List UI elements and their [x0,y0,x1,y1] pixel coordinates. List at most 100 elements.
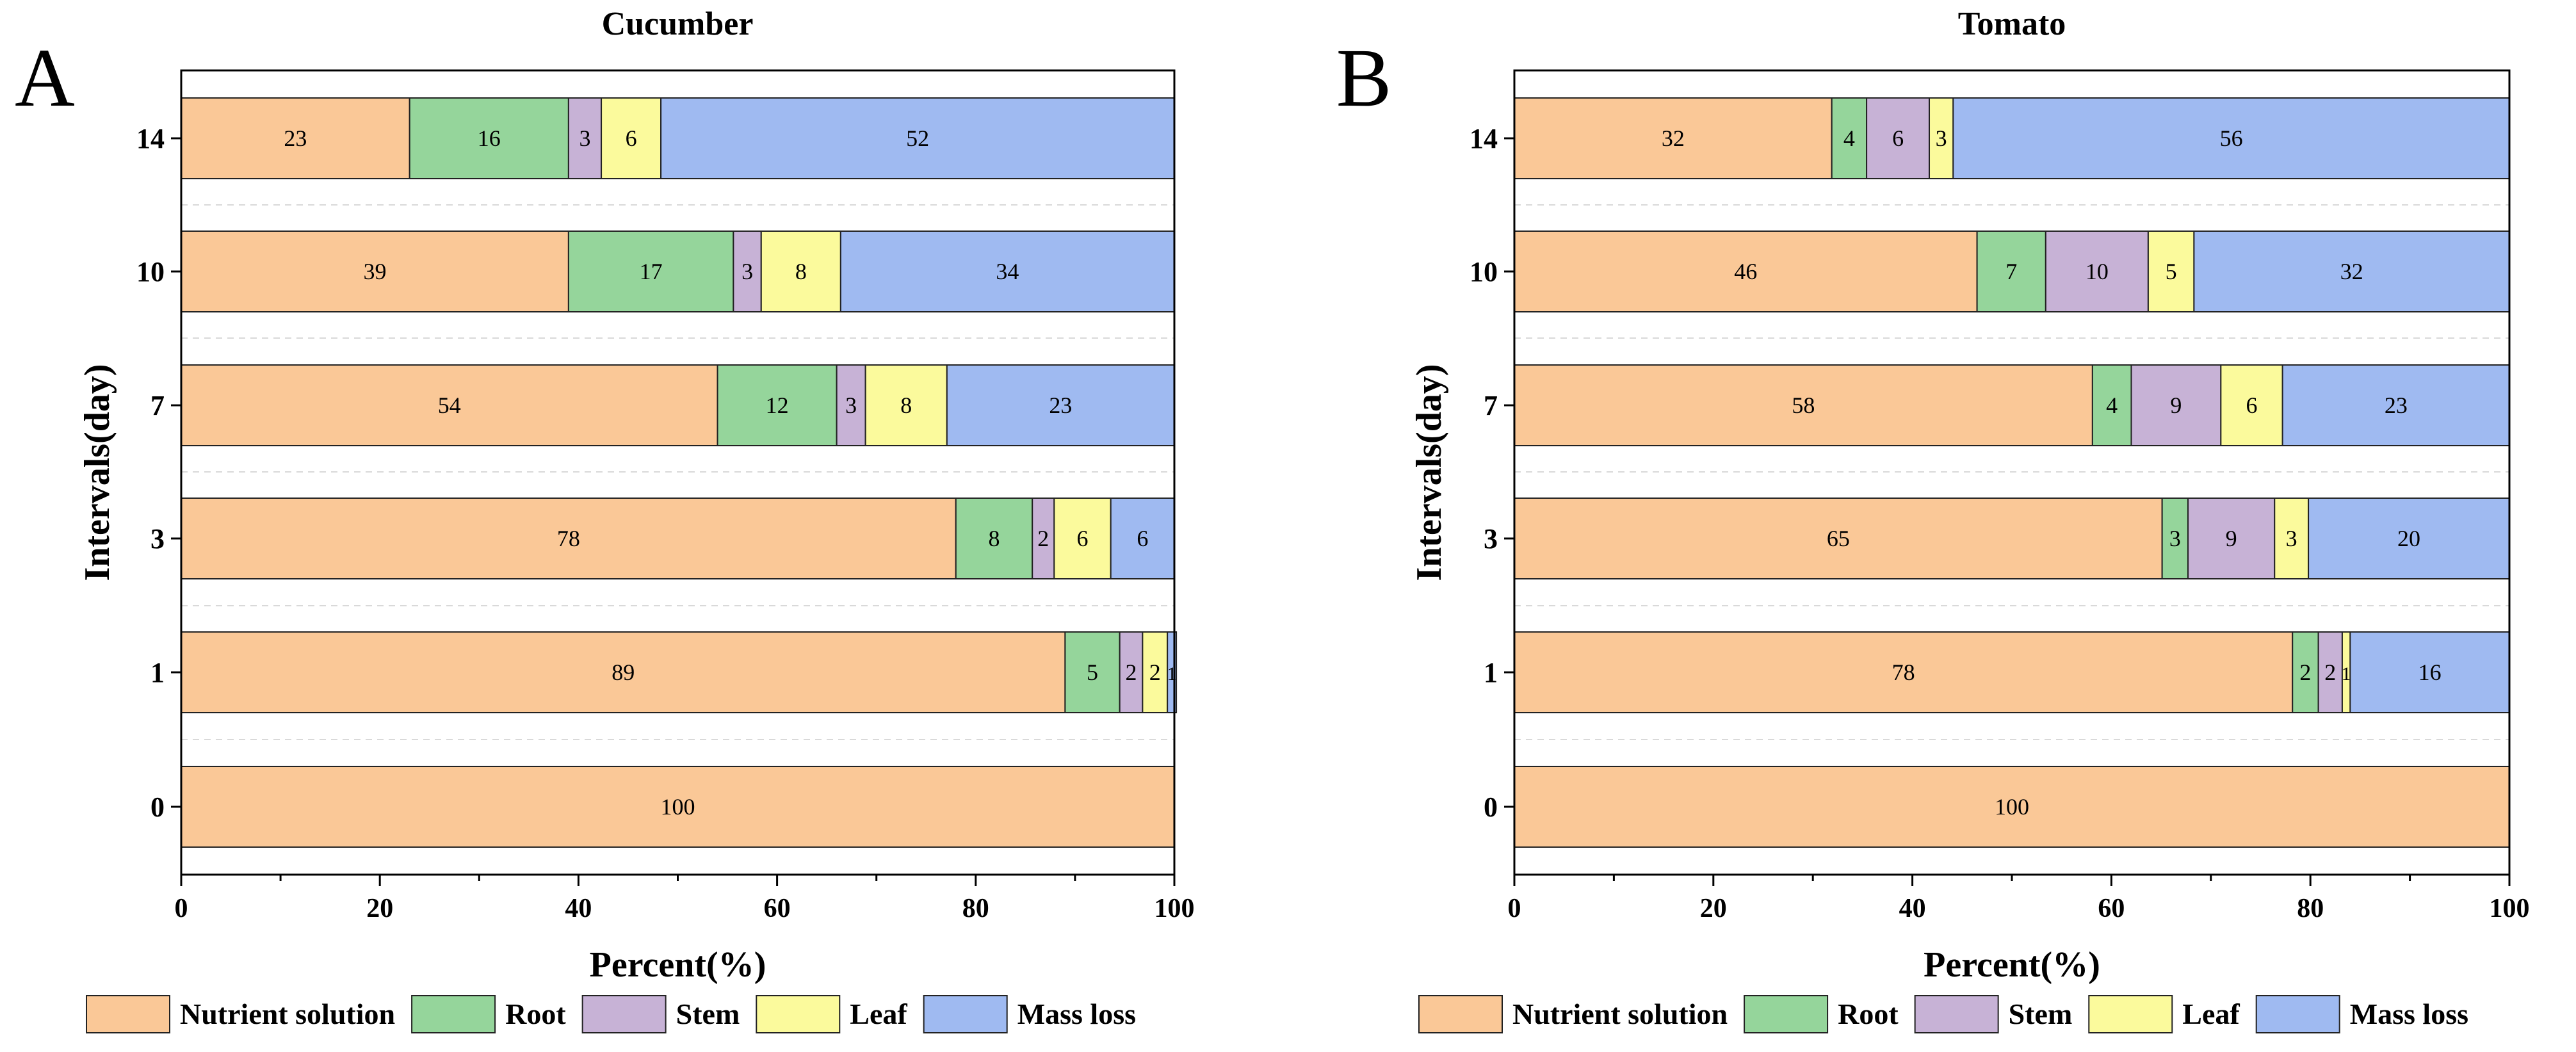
bar-segment-root [2292,631,2319,713]
bar-segment-stem [1119,631,1144,713]
data-label: 10 [2086,259,2109,284]
bar-segment-leaf [864,364,948,446]
bar-segment-nutrient-solution [1514,766,2510,848]
bar-segment-stem [1866,97,1931,179]
bar-segment-leaf [2147,231,2195,312]
bar-segment-stem [2130,364,2222,446]
bar-segment-mass-loss [839,231,1175,312]
data-label: 3 [1936,125,1947,151]
bar-segment-nutrient-solution [181,364,718,446]
bar-segment-leaf [760,231,841,312]
data-label: 65 [1827,526,1850,551]
y-tick-label: 7 [150,390,165,421]
bar-segment-nutrient-solution [1514,631,2294,713]
x-tick-label: 80 [962,894,989,923]
data-label: 2 [1126,660,1137,685]
bar-segment-mass-loss [660,97,1176,179]
data-label: 8 [900,392,912,418]
legend-label-nutrient-solution: Nutrient solution [180,998,395,1030]
data-label: 9 [2170,392,2182,418]
bar-segment-nutrient-solution [181,231,569,312]
data-label: 1 [2342,663,2351,684]
y-tick-label: 14 [1470,123,1498,154]
legend-swatch-root [411,995,496,1033]
data-label: 6 [2246,392,2258,418]
bar-segment-leaf [1053,498,1112,579]
data-label: 7 [2005,259,2017,284]
data-label: 100 [1995,794,2029,820]
legend-swatch-leaf [756,995,841,1033]
bar-segment-stem [2187,498,2276,579]
legend-swatch-root [1744,995,1829,1033]
legend-swatch-stem [1914,995,1999,1033]
data-label: 5 [1087,660,1098,685]
bar-segment-leaf [1142,631,1169,713]
data-label: 17 [640,259,663,284]
y-tick-label: 10 [1470,256,1498,287]
bar-segment-nutrient-solution [181,498,957,579]
data-label: 9 [2226,526,2237,551]
bar-segment-root [567,231,734,312]
y-tick-label: 14 [136,123,165,154]
bar-segment-root [717,364,838,446]
legend-label-leaf: Leaf [850,998,907,1030]
bar-segment-root [409,97,569,179]
bar-segment-mass-loss [1952,97,2510,179]
data-label: 3 [741,259,753,284]
x-tick-label: 20 [366,894,393,923]
bar-segment-mass-loss [2308,498,2511,579]
x-tick-label: 60 [2098,894,2125,923]
legend-label-leaf: Leaf [2182,998,2240,1030]
data-label: 12 [766,392,789,418]
y-tick-label: 3 [1484,523,1498,554]
data-label: 6 [626,125,637,151]
bar-segment-nutrient-solution [1514,97,1833,179]
bar-segment-nutrient-solution [1514,231,1978,312]
data-label: 58 [1792,392,1815,418]
bar-segment-mass-loss [946,364,1176,446]
data-label: 5 [2166,259,2177,284]
x-tick-label: 0 [1508,894,1521,923]
data-label: 2 [2324,660,2336,685]
data-label: 39 [363,259,386,284]
data-label: 6 [1892,125,1904,151]
legend-swatch-mass-loss [2255,995,2340,1033]
legend-swatch-stem [581,995,667,1033]
x-axis-label: Percent(%) [1924,945,2100,985]
x-tick-label: 40 [565,894,592,923]
x-tick-label: 0 [175,894,188,923]
data-label: 23 [2385,392,2408,418]
bar-segment-root [1976,231,2046,312]
bar-segment-nutrient-solution [1514,364,2093,446]
data-label: 32 [1662,125,1685,151]
data-label: 6 [1077,526,1089,551]
x-tick-label: 20 [1700,894,1727,923]
bar-segment-stem [567,97,603,179]
data-label: 23 [1049,392,1072,418]
data-label: 32 [2340,259,2363,284]
data-label: 78 [1892,660,1915,685]
legend-label-root: Root [1838,998,1899,1030]
data-label: 2 [1149,660,1161,685]
y-tick-label: 10 [136,256,165,287]
bar-segment-leaf [601,97,662,179]
panel-label: A [15,32,75,124]
x-tick-label: 100 [1154,894,1195,923]
legend-label-root: Root [505,998,566,1030]
data-label: 52 [906,125,929,151]
bar-segment-leaf [2274,498,2310,579]
data-label: 3 [845,392,857,418]
legend-label-mass-loss: Mass loss [2350,998,2468,1030]
legend-swatch-mass-loss [923,995,1008,1033]
data-label: 3 [2169,526,2181,551]
data-label: 16 [2418,660,2442,685]
data-label: 3 [2286,526,2297,551]
bar-segment-stem [836,364,866,446]
bar-segment-nutrient-solution [181,766,1175,848]
bar-segment-root [2161,498,2189,579]
x-axis-label: Percent(%) [590,945,766,985]
bar-segment-stem [1032,498,1055,579]
x-tick-label: 80 [2297,894,2324,923]
y-tick-label: 7 [1484,390,1498,421]
